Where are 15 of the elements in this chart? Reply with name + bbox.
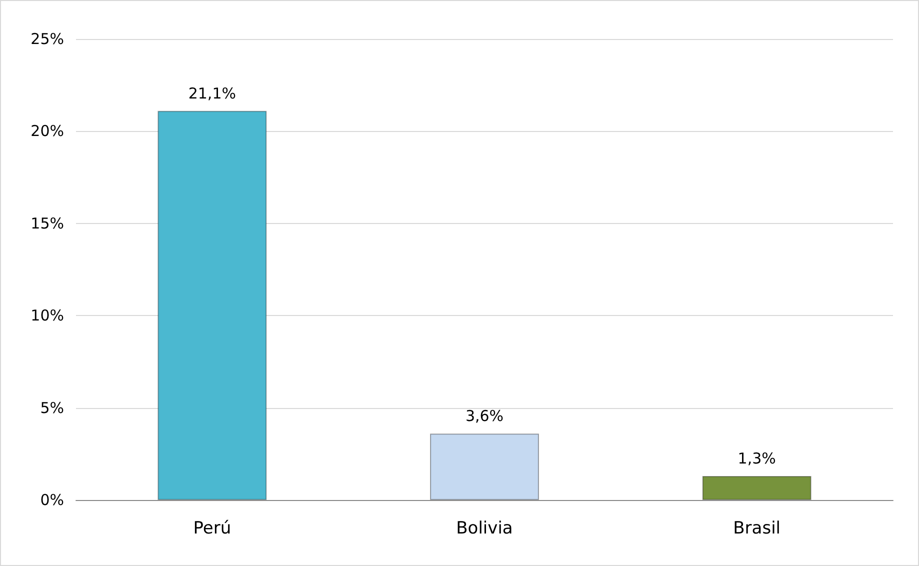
y-tick-label: 5% <box>40 398 64 417</box>
data-label: 3,6% <box>465 407 504 426</box>
y-tick-label: 20% <box>30 122 64 140</box>
y-tick-label: 0% <box>40 491 64 509</box>
y-tick-label: 10% <box>30 306 64 325</box>
bar <box>430 434 539 500</box>
x-tick-label: Brasil <box>733 518 781 538</box>
x-tick-label: Bolivia <box>456 518 513 538</box>
bar <box>158 110 267 500</box>
y-tick-label: 15% <box>30 214 64 232</box>
y-tick-label: 25% <box>30 30 64 48</box>
data-label: 21,1% <box>188 84 236 102</box>
bar <box>702 476 812 500</box>
x-tick-label: Perú <box>193 518 232 538</box>
data-label: 1,3% <box>738 450 776 468</box>
